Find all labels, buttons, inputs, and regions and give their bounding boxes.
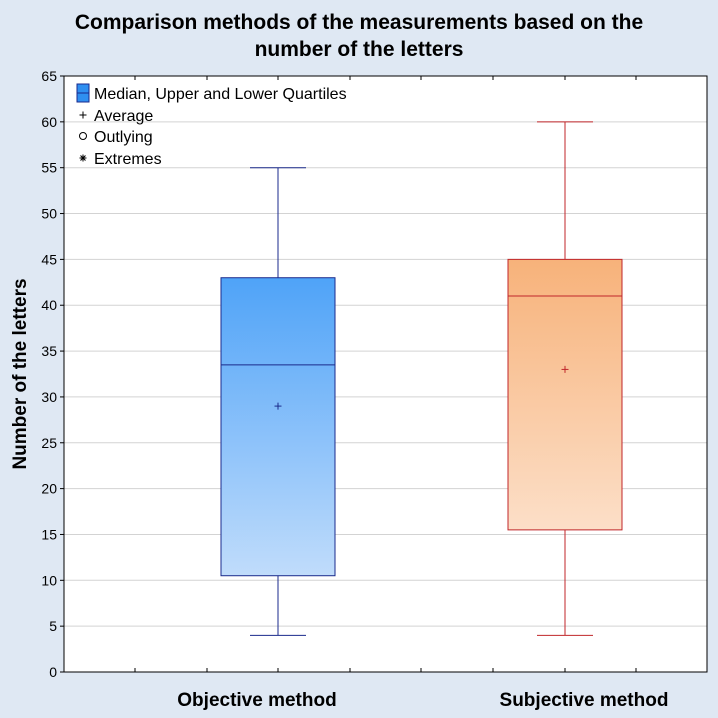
box-series: [220, 121, 623, 636]
y-tick-label: 35: [41, 343, 57, 359]
y-tick-label: 25: [41, 435, 57, 451]
legend-label: Average: [94, 108, 153, 125]
legend-label: Median, Upper and Lower Quartiles: [94, 86, 347, 103]
legend-label: Outlying: [94, 129, 153, 146]
y-tick-label: 20: [41, 481, 57, 497]
x-axis-ticks: [134, 76, 637, 672]
y-tick-label: 55: [41, 160, 57, 176]
y-tick-label: 50: [41, 206, 57, 222]
chart-title-line-2: number of the letters: [255, 38, 464, 61]
chart-title-line-1: Comparison methods of the measurements b…: [75, 11, 643, 34]
y-tick-label: 0: [49, 664, 57, 680]
x-category-label: Objective method: [177, 690, 336, 711]
y-axis-ticks: 0 5 10 15 20 25 30 35 40 45 50 55 60 65: [41, 68, 64, 680]
legend-label: Extremes: [94, 151, 162, 168]
y-tick-label: 45: [41, 251, 57, 267]
y-tick-label: 5: [49, 618, 57, 634]
x-category-label: Subjective method: [500, 690, 669, 711]
legend: Median, Upper and Lower Quartiles Average…: [76, 83, 347, 168]
x-axis-category-labels: Objective method Subjective method: [177, 690, 668, 711]
y-axis-label: Number of the letters: [10, 278, 31, 469]
box-group: [220, 167, 336, 636]
y-tick-label: 15: [41, 526, 57, 542]
quartile-box: [507, 258, 623, 531]
y-tick-label: 65: [41, 68, 57, 84]
grid-lines: [64, 121, 707, 627]
y-tick-label: 40: [41, 297, 57, 313]
quartile-box: [220, 277, 336, 577]
y-tick-label: 30: [41, 389, 57, 405]
y-tick-label: 10: [41, 572, 57, 588]
box-group: [507, 121, 623, 636]
plot-frame: [63, 75, 708, 673]
legend-circle-icon: [79, 132, 87, 140]
legend-star-icon: [80, 155, 86, 161]
y-tick-label: 60: [41, 114, 57, 130]
